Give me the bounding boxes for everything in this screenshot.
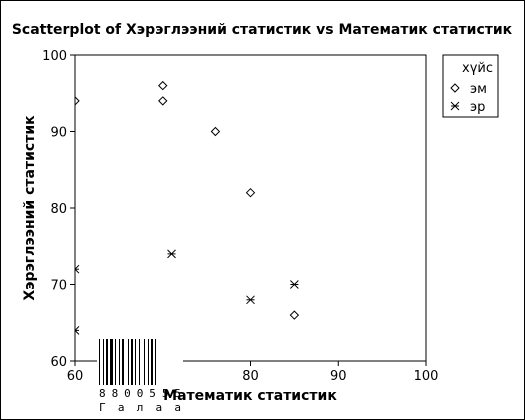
y-tick-label: 70 [50,279,67,294]
data-point-asterisk [290,280,299,289]
chart-title: Scatterplot of Хэрэглээний статистик vs … [12,22,513,38]
x-tick-label: 100 [414,369,439,384]
data-point-diamond [75,96,80,106]
data-point-diamond [158,96,168,106]
x-axis-label: Математик статистик [163,388,337,404]
x-tick-label: 60 [67,369,84,384]
y-axis-ticks: 60 70 80 90 100 [42,49,75,370]
legend-label: эр [470,100,485,115]
barcode-bars [97,338,183,386]
data-point-diamond [289,310,300,320]
y-axis-label: Хэрэглээний статистик [22,115,38,301]
legend-marker [450,101,460,111]
data-point-diamond [245,187,256,198]
data-point-diamond [158,80,168,91]
y-tick-label: 60 [50,355,67,370]
legend-title: хүйс [462,61,493,76]
x-tick-label: 90 [330,369,347,384]
data-point-diamond [210,126,221,137]
legend-marker [450,83,460,93]
legend: хүйс эм эр [442,54,499,118]
y-tick-label: 80 [50,202,67,217]
barcode-label: Галаа [99,401,181,414]
data-point-asterisk [246,295,255,305]
data-point-asterisk [167,249,176,259]
x-tick-label: 80 [242,369,259,384]
plot-area [74,54,427,362]
data-point-asterisk [75,264,80,274]
y-tick-label: 100 [42,49,67,64]
data-point-asterisk [75,326,80,335]
data-points [75,80,300,335]
legend-label: эм [470,82,487,97]
barcode-stamp: 8800555 Галаа [97,338,183,414]
y-tick-label: 90 [50,126,67,141]
legend-box [442,54,499,118]
